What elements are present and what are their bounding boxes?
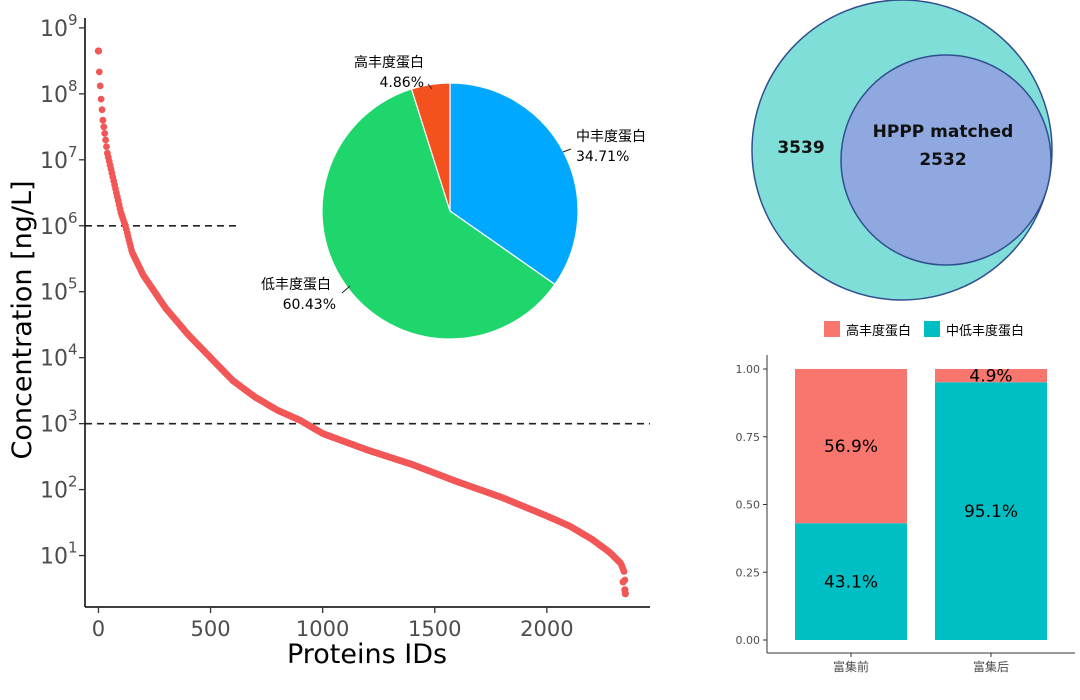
data-point xyxy=(621,590,629,598)
x-tick-label: 1000 xyxy=(296,617,349,641)
x-tick-label: 2000 xyxy=(520,617,573,641)
pie-leader-line xyxy=(562,148,572,153)
y-tick-label: 101 xyxy=(40,539,78,570)
data-point xyxy=(96,82,104,90)
bar-y-tick-label: 1.00 xyxy=(736,363,761,376)
pie-slice-value: 60.43% xyxy=(283,297,336,313)
data-point xyxy=(94,47,103,55)
data-point xyxy=(103,143,110,151)
legend-label-mid-low: 中低丰度蛋白 xyxy=(946,323,1024,339)
venn-inner-set xyxy=(840,54,1052,266)
pie-slice-label: 中丰度蛋白 xyxy=(576,129,646,145)
pie-chart: 中丰度蛋白 34.71% 低丰度蛋白 60.43% 高丰度蛋白 4.86% xyxy=(261,54,646,340)
bar-data-label: 4.9% xyxy=(969,367,1012,387)
scatter-points xyxy=(94,47,629,598)
bar-x-tick-label: 富集前 xyxy=(833,659,869,674)
bar-y-tick-label: 0.50 xyxy=(736,499,761,512)
x-tick-label: 500 xyxy=(191,617,231,641)
y-tick-label: 102 xyxy=(40,473,78,504)
pie-leader-line xyxy=(427,83,433,90)
pie-slice-label: 高丰度蛋白 xyxy=(354,54,424,71)
venn-inner-label: HPPP matched xyxy=(873,122,1014,142)
x-tick-label: 1500 xyxy=(408,617,461,641)
x-tick-label: 0 xyxy=(92,617,105,641)
data-point xyxy=(97,95,105,103)
data-point xyxy=(99,116,107,124)
y-ticks: 101 102 103 104 105 106 107 108 109 xyxy=(40,11,85,570)
y-tick-label: 108 xyxy=(40,77,78,108)
data-point xyxy=(101,130,109,137)
bar-data-label: 56.9% xyxy=(824,437,878,457)
bar-segment xyxy=(795,523,907,640)
y-tick-label: 103 xyxy=(40,407,78,438)
pie-slice xyxy=(410,82,451,212)
data-point xyxy=(95,68,103,76)
scatter-panel: 0 500 1000 1500 2000 10110210310410510610710… xyxy=(7,11,650,670)
data-point xyxy=(102,136,109,144)
bar-segment xyxy=(935,369,1047,383)
bar-legend: 高丰度蛋白 中低丰度蛋白 xyxy=(824,321,1024,339)
bar-y-tick-label: 0.25 xyxy=(736,566,761,579)
legend-label-high: 高丰度蛋白 xyxy=(846,323,911,339)
venn-inner-count: 2532 xyxy=(919,150,966,170)
pie-slice-value: 4.86% xyxy=(380,75,424,91)
pie-slice-label: 低丰度蛋白 xyxy=(261,277,331,293)
bar-y-tick-label: 0.75 xyxy=(736,431,761,444)
legend-swatch-mid-low xyxy=(924,321,940,337)
legend-swatch-high xyxy=(824,321,840,337)
pie-slice xyxy=(321,88,556,340)
x-ticks: 0 500 1000 1500 2000 xyxy=(92,607,574,641)
y-tick-label: 105 xyxy=(40,275,78,306)
bar-segment xyxy=(795,369,907,524)
y-axis-label: Concentration [ng/L] xyxy=(7,180,38,459)
bar-y-ticks: 0.00 0.25 0.50 0.75 1.00 xyxy=(736,363,767,647)
bar-x-ticks: 富集前 富集后 xyxy=(833,653,1009,674)
bar-data-label: 43.1% xyxy=(824,573,878,593)
y-tick-label: 107 xyxy=(40,143,78,174)
x-axis-label: Proteins IDs xyxy=(287,639,447,670)
reference-lines xyxy=(85,224,650,425)
y-tick-label: 104 xyxy=(40,341,78,372)
stacked-bar-panel: 高丰度蛋白 中低丰度蛋白 43.1% 56.9% 95.1% 4.9% 0.00 0.2… xyxy=(736,321,1075,674)
pie-leader-line xyxy=(341,285,351,294)
data-point xyxy=(620,568,628,575)
bar-data-label: 95.1% xyxy=(964,502,1018,522)
data-point xyxy=(98,106,106,114)
bar-y-tick-label: 0.00 xyxy=(736,634,761,647)
bar-x-tick-label: 富集后 xyxy=(973,659,1009,674)
pie-slice-value: 34.71% xyxy=(576,149,629,165)
data-point xyxy=(619,578,627,586)
y-tick-label: 109 xyxy=(40,11,78,42)
bar-marks: 43.1% 56.9% 95.1% 4.9% xyxy=(795,367,1047,640)
bar-segment xyxy=(935,382,1047,640)
venn-outer-count: 3539 xyxy=(777,138,824,158)
data-point xyxy=(100,123,108,131)
y-tick-label: 106 xyxy=(40,209,78,240)
venn-diagram: 3539 HPPP matched 2532 xyxy=(751,0,1053,301)
